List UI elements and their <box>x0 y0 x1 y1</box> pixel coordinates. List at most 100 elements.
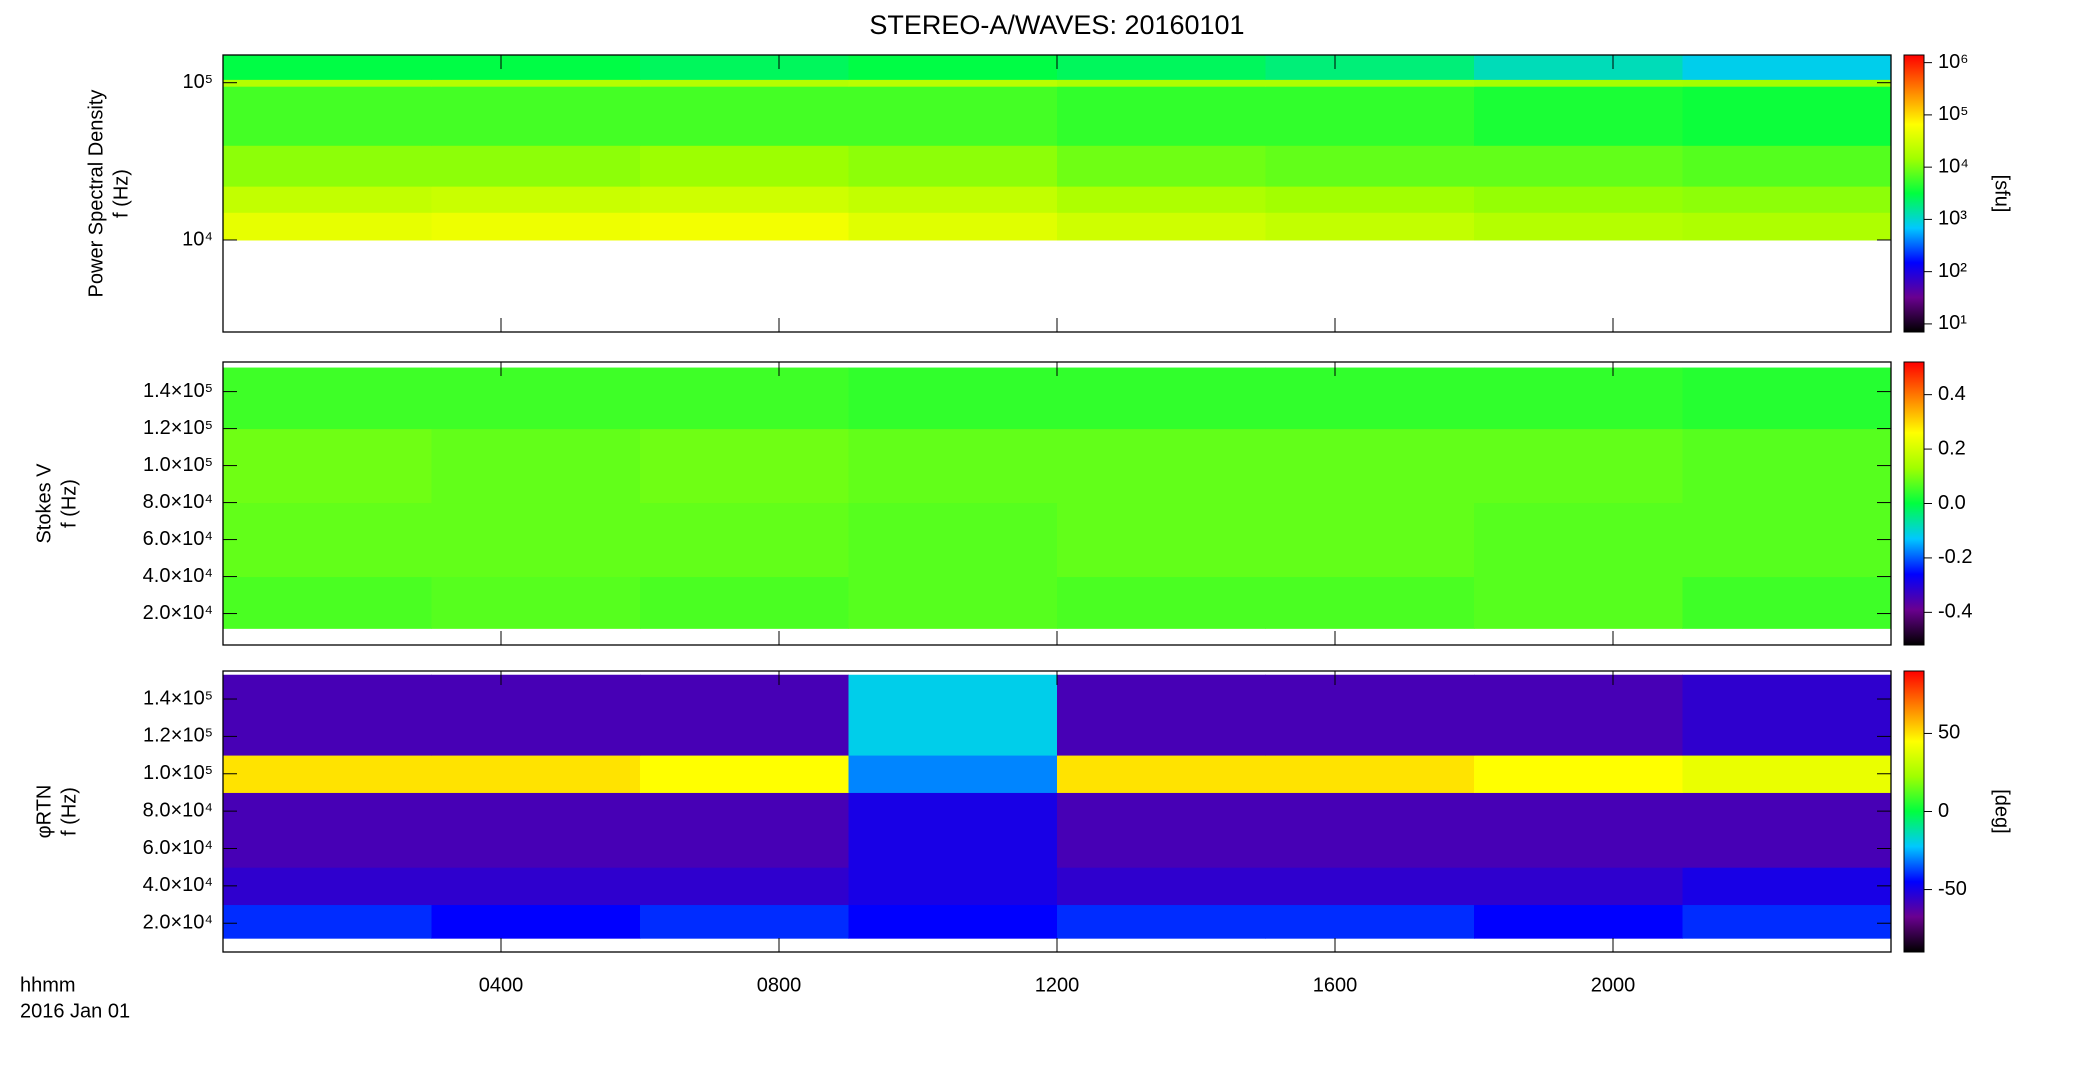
heatmap-cell <box>848 904 1058 939</box>
heatmap-cell <box>1682 904 1892 939</box>
heatmap-cell <box>431 867 641 906</box>
colorbar-tick-label: 10⁶ <box>1938 51 1968 73</box>
heatmap-cell <box>1265 755 1475 793</box>
colorbar-tick-label: 50 <box>1938 722 1960 744</box>
heatmap-cell <box>640 79 849 87</box>
heatmap-cell <box>1474 867 1683 906</box>
y-tick-label: 2.0×10⁴ <box>143 912 213 934</box>
heatmap-cell <box>223 867 432 906</box>
heatmap-cell <box>848 792 1058 868</box>
heatmap-cell <box>1682 576 1892 629</box>
y-tick-label: 1.0×10⁵ <box>143 454 213 476</box>
heatmap-cell <box>431 576 641 629</box>
heatmap-cell <box>1265 904 1475 939</box>
heatmap-cell <box>1265 867 1475 906</box>
y-tick-label: 1.4×10⁵ <box>143 380 213 402</box>
colorbar-tick-label: 0.4 <box>1938 383 1966 405</box>
colorbar-tick-label: 10¹ <box>1938 312 1967 334</box>
heatmap-cell <box>1682 145 1892 187</box>
heatmap-cell <box>640 792 849 868</box>
chart-title: STEREO-A/WAVES: 20160101 <box>869 10 1244 40</box>
colorbar-tick-label: 0 <box>1938 800 1949 822</box>
heatmap-cell <box>640 755 849 793</box>
heatmap-cell <box>223 576 432 629</box>
heatmap-cell <box>223 792 432 868</box>
heatmap-cell <box>1474 428 1683 504</box>
heatmap-cell <box>431 904 641 939</box>
y-tick-label: 6.0×10⁴ <box>143 528 213 550</box>
colorbar-tick-label: -0.4 <box>1938 601 1972 623</box>
heatmap-cell <box>1474 79 1683 87</box>
y-axis-label: f (Hz) <box>58 479 80 528</box>
colorbar-tick-label: -50 <box>1938 878 1967 900</box>
heatmap-cell <box>1265 502 1475 578</box>
heatmap-cell <box>1682 755 1892 793</box>
heatmap-cell <box>640 576 849 629</box>
y-axis-label: Power Spectral Density <box>85 90 107 298</box>
colorbar-tick-label: 10³ <box>1938 208 1967 230</box>
heatmap-cell <box>640 904 849 939</box>
heatmap-cell <box>1265 792 1475 868</box>
heatmap-cell <box>1265 576 1475 629</box>
x-tick-label: 0400 <box>479 974 524 996</box>
heatmap-cell <box>1474 792 1683 868</box>
heatmap-cell <box>1474 145 1683 187</box>
heatmap-cell <box>640 867 849 906</box>
heatmap-cell <box>223 186 432 213</box>
y-tick-label: 4.0×10⁴ <box>143 565 213 587</box>
heatmap-cell <box>1265 55 1475 80</box>
heatmap-cell <box>848 79 1058 87</box>
heatmap-cell <box>1057 792 1266 868</box>
heatmap-cell <box>1682 867 1892 906</box>
heatmap-cell <box>223 145 432 187</box>
heatmap-cell <box>848 212 1058 241</box>
heatmap-cell <box>1057 186 1266 213</box>
y-tick-label: 1.2×10⁵ <box>143 417 213 439</box>
heatmap-cell <box>431 502 641 578</box>
heatmap-cell <box>1682 86 1892 146</box>
heatmap-cell <box>1682 55 1892 80</box>
heatmap-cell <box>848 55 1058 80</box>
heatmap-cell <box>1265 186 1475 213</box>
heatmap-cell <box>1057 212 1266 241</box>
heatmap-cell <box>1057 674 1266 756</box>
colorbar-tick-label: -0.2 <box>1938 546 1972 568</box>
heatmap-cell <box>1057 867 1266 906</box>
heatmap-cell <box>640 186 849 213</box>
heatmap-cell <box>1474 212 1683 241</box>
y-tick-label: 8.0×10⁴ <box>143 491 213 513</box>
y-axis-label: φRTN <box>33 785 55 839</box>
x-axis-label: hhmm <box>20 974 76 996</box>
colorbar-tick-label: 10⁴ <box>1938 155 1969 177</box>
heatmap-cell <box>1057 367 1266 430</box>
heatmap-cell <box>431 186 641 213</box>
heatmap-cell <box>223 86 432 146</box>
heatmap-cell <box>1474 86 1683 146</box>
heatmap-cell <box>1265 428 1475 504</box>
y-tick-label: 1.2×10⁵ <box>143 725 213 747</box>
heatmap-cell <box>431 86 641 146</box>
heatmap-cell <box>848 867 1058 906</box>
heatmap-cell <box>223 428 432 504</box>
heatmap-cell <box>640 674 849 756</box>
heatmap-cell <box>1682 792 1892 868</box>
heatmap-cell <box>431 55 641 80</box>
colorbar-tick-label: 0.2 <box>1938 437 1966 459</box>
colorbar <box>1903 54 1925 333</box>
y-tick-label: 2.0×10⁴ <box>143 602 213 624</box>
y-axis-label: Stokes V <box>33 463 55 544</box>
heatmap-cell <box>431 674 641 756</box>
heatmap-cell <box>1057 86 1266 146</box>
heatmap-cell <box>1682 674 1892 756</box>
heatmap-cell <box>1474 186 1683 213</box>
heatmap-cell <box>1265 79 1475 87</box>
heatmap-cell <box>431 792 641 868</box>
y-tick-label: 8.0×10⁴ <box>143 799 213 821</box>
heatmap-cell <box>848 367 1058 430</box>
colorbar-label: [sfu] <box>1991 175 2013 213</box>
heatmap-cell <box>431 212 641 241</box>
heatmap-cell <box>223 55 432 80</box>
date-label: 2016 Jan 01 <box>20 1000 130 1022</box>
colorbar-tick-label: 0.0 <box>1938 492 1966 514</box>
